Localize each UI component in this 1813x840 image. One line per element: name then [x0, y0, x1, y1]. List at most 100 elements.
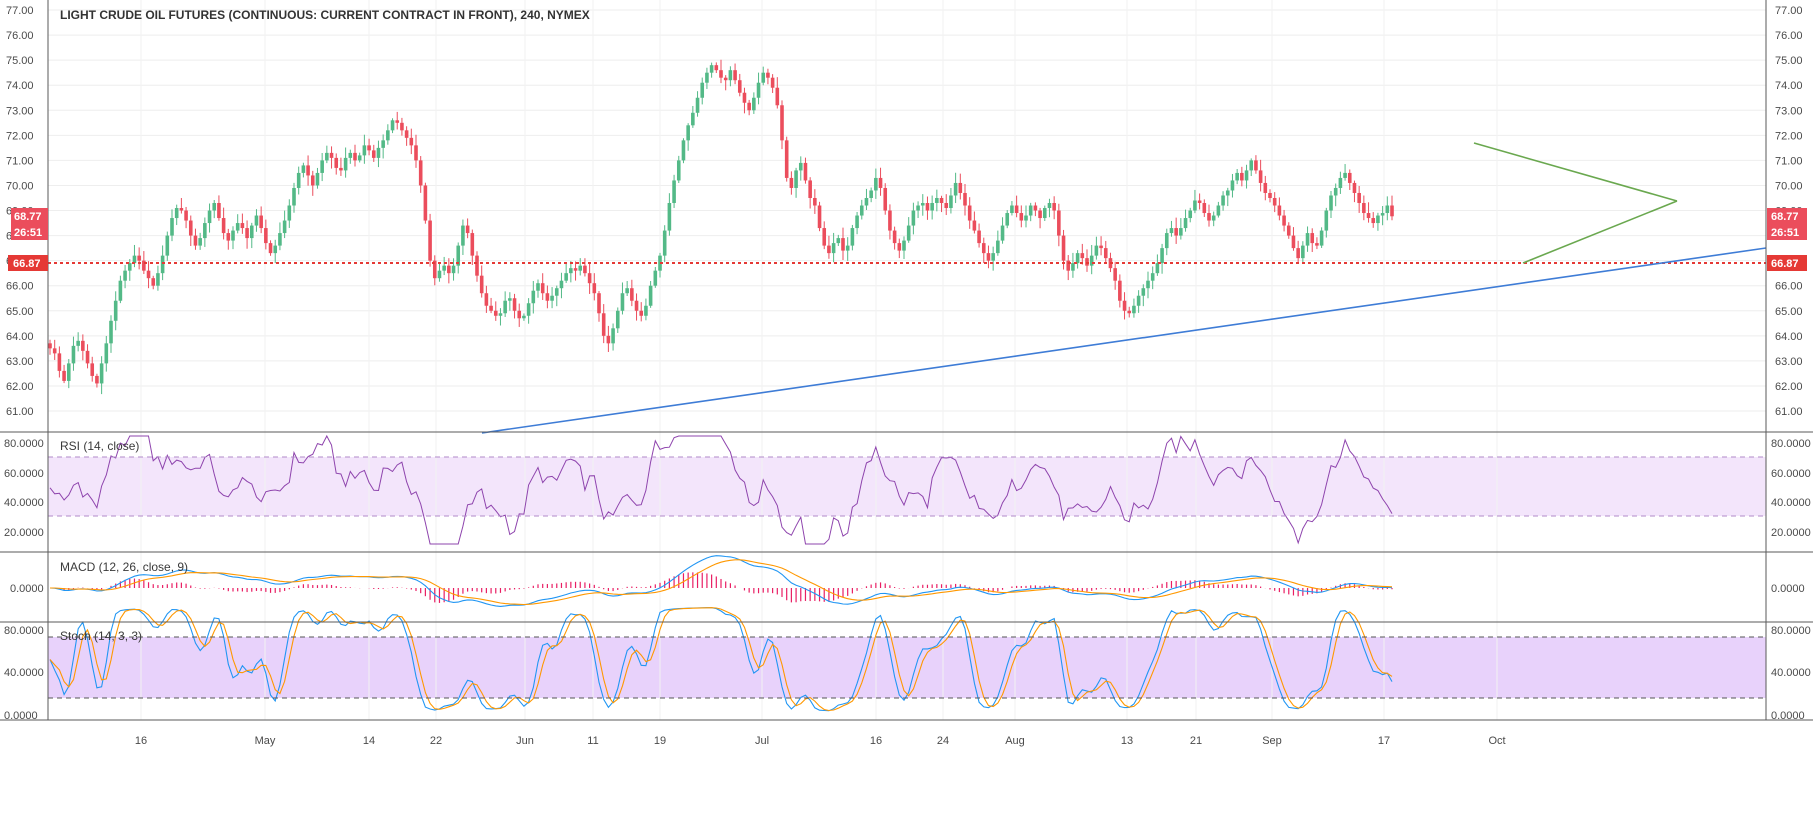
time-tick-label: Jul: [755, 735, 769, 747]
candle-body: [432, 260, 437, 279]
candle-body: [1113, 268, 1117, 281]
candle-body: [944, 203, 949, 209]
time-tick-label: 17: [1378, 735, 1390, 747]
candle-body: [343, 157, 348, 171]
candle-body: [1216, 205, 1221, 216]
candle-body: [1380, 213, 1385, 216]
candle-body: [1183, 218, 1188, 229]
candle-body: [456, 245, 461, 266]
candle-body: [1174, 228, 1178, 236]
macd-tick-label-left: 0.0000: [10, 583, 44, 595]
candle-body: [156, 273, 160, 286]
candle-body: [461, 225, 465, 246]
candle-body: [1286, 225, 1291, 236]
candle-body: [597, 293, 601, 314]
candle-body: [831, 243, 836, 254]
candle-body: [1057, 210, 1061, 236]
candle-body: [1230, 180, 1235, 191]
stoch-series: [49, 607, 1393, 712]
rsi-tick-label-right: 80.0000: [1771, 438, 1811, 450]
right-support-label: 66.87: [1771, 258, 1799, 270]
candle-body: [653, 270, 658, 286]
candle-body: [1075, 253, 1080, 264]
candle-body: [883, 187, 888, 211]
rsi-tick-label-left: 80.0000: [4, 438, 44, 450]
candle-body: [179, 208, 184, 211]
candle-body: [1000, 225, 1005, 241]
candle-body: [855, 215, 859, 229]
rsi-band: [48, 457, 1766, 516]
candle-body: [766, 72, 770, 78]
candle-body: [1296, 248, 1300, 259]
candle-body: [428, 220, 432, 261]
candle-body: [859, 205, 864, 216]
candle-body: [48, 343, 52, 349]
candle-body: [1136, 295, 1141, 306]
candle-body: [587, 273, 592, 284]
candle-body: [81, 340, 85, 351]
candle-body: [193, 235, 198, 246]
candle-body: [935, 197, 939, 204]
stoch-band: [48, 637, 1766, 698]
candle-body: [1362, 203, 1366, 214]
candle-body: [231, 230, 235, 241]
rsi-series: [49, 434, 1393, 545]
candle-body: [902, 240, 906, 251]
price-tick-label-left: 74.00: [6, 80, 34, 92]
candle-body: [606, 335, 611, 344]
candle-body: [273, 245, 278, 254]
candle-body: [550, 295, 554, 301]
candle-body: [1319, 230, 1324, 246]
candle-body: [1047, 203, 1052, 209]
candle-body: [1333, 187, 1338, 196]
candle-body: [615, 310, 620, 329]
stoch-tick-label-right: 40.0000: [1771, 667, 1811, 679]
candle-body: [667, 203, 672, 231]
candle-body: [278, 233, 282, 246]
candle-body: [306, 165, 310, 176]
candle-body: [892, 230, 897, 244]
price-tick-label-left: 66.00: [6, 281, 34, 293]
candle-body: [526, 303, 531, 316]
price-tick-label-right: 61.00: [1775, 406, 1803, 418]
candle-body: [770, 77, 775, 88]
candle-body: [212, 203, 217, 211]
candle-body: [226, 233, 231, 241]
candle-body: [845, 245, 850, 251]
candle-body: [151, 278, 156, 286]
candle-body: [1305, 233, 1310, 246]
candle-body: [1268, 192, 1272, 198]
candle-body: [493, 310, 498, 316]
candle-body: [742, 92, 747, 103]
rsi-pane-title: RSI (14, close): [60, 439, 139, 453]
candle-body: [1179, 228, 1183, 236]
price-tick-label-left: 77.00: [6, 5, 34, 17]
candle-body: [66, 363, 71, 381]
candle-body: [691, 112, 695, 126]
candle-body: [1066, 260, 1071, 271]
price-tick-label-left: 61.00: [6, 406, 34, 418]
candle-body: [362, 145, 367, 156]
price-tick-label-left: 62.00: [6, 381, 34, 393]
candle-body: [221, 218, 226, 234]
price-tick-label-right: 63.00: [1775, 356, 1803, 368]
candle-body: [184, 210, 188, 221]
candle-body: [611, 328, 615, 344]
candle-body: [198, 238, 202, 246]
candle-body: [1103, 248, 1108, 259]
candle-body: [414, 145, 418, 161]
candle-body: [841, 238, 845, 251]
candle-body: [109, 320, 113, 344]
left-countdown-label: 26:51: [14, 227, 42, 239]
price-tick-label-left: 71.00: [6, 155, 34, 167]
price-tick-label-left: 64.00: [6, 331, 34, 343]
candle-body: [76, 340, 80, 346]
candle-body: [1038, 210, 1042, 219]
candle-body: [1390, 205, 1394, 217]
candle-body: [174, 208, 179, 219]
candle-body: [1005, 213, 1010, 226]
time-tick-label: Aug: [1005, 735, 1025, 747]
candle-body: [1240, 172, 1244, 181]
candle-body: [160, 255, 165, 274]
